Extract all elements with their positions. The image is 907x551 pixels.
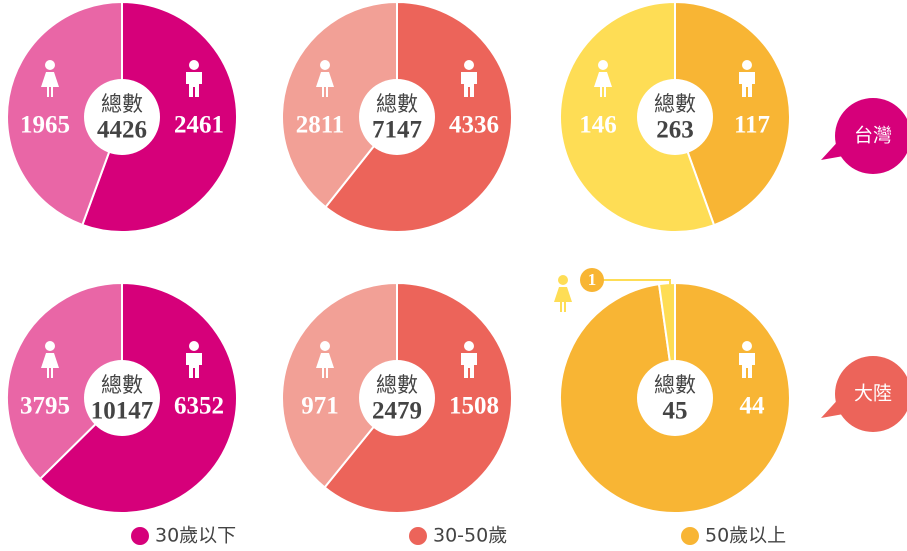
center-label: 總數 bbox=[376, 92, 418, 116]
male-icon-body bbox=[186, 72, 202, 97]
female-icon-body bbox=[316, 72, 334, 97]
center-label: 總數 bbox=[654, 373, 696, 397]
female-icon-head bbox=[558, 275, 568, 285]
male-icon-head bbox=[189, 341, 199, 351]
female-value: 3795 bbox=[20, 393, 70, 420]
female-icon-head bbox=[598, 60, 608, 70]
male-icon-head bbox=[189, 60, 199, 70]
total: 45 bbox=[663, 398, 688, 425]
center-label: 總數 bbox=[376, 373, 418, 397]
center-label: 總數 bbox=[101, 92, 143, 116]
total: 263 bbox=[656, 117, 694, 144]
center-circle bbox=[359, 360, 435, 436]
legend-label: 30-50歲 bbox=[433, 525, 507, 547]
male-value: 4336 bbox=[449, 112, 499, 139]
legend-label: 30歲以下 bbox=[155, 525, 236, 547]
total: 2479 bbox=[372, 398, 422, 425]
female-icon-head bbox=[45, 60, 55, 70]
legend-dot bbox=[681, 527, 699, 545]
legend-dot bbox=[409, 527, 427, 545]
legend-label: 50歲以上 bbox=[705, 525, 786, 547]
female-value: 146 bbox=[579, 112, 617, 139]
center-label: 總數 bbox=[654, 92, 696, 116]
male-value: 117 bbox=[734, 112, 770, 139]
female-value: 1965 bbox=[20, 112, 70, 139]
female-icon-body bbox=[41, 353, 59, 378]
total: 4426 bbox=[97, 117, 147, 144]
center-circle bbox=[637, 79, 713, 155]
pie-slice bbox=[6, 0, 123, 227]
female-icon-body bbox=[41, 72, 59, 97]
total: 7147 bbox=[372, 117, 422, 144]
female-icon-body bbox=[554, 287, 572, 312]
female-icon-body bbox=[594, 72, 612, 97]
male-icon-body bbox=[739, 72, 755, 97]
center-label: 總數 bbox=[101, 373, 143, 397]
pie-slice bbox=[281, 281, 398, 489]
male-icon-head bbox=[742, 60, 752, 70]
region-label: 大陸 bbox=[854, 383, 892, 405]
region-label: 台灣 bbox=[854, 125, 892, 147]
male-icon-body bbox=[186, 353, 202, 378]
female-icon-body bbox=[316, 353, 334, 378]
region-bubble bbox=[835, 356, 907, 432]
pie-slice bbox=[674, 0, 791, 227]
callout-badge bbox=[580, 268, 604, 292]
pie-slice bbox=[281, 0, 398, 209]
female-value: 971 bbox=[301, 393, 339, 420]
male-icon-head bbox=[464, 60, 474, 70]
male-value: 1508 bbox=[449, 393, 499, 420]
male-value: 2461 bbox=[174, 112, 224, 139]
male-icon-body bbox=[461, 353, 477, 378]
center-circle bbox=[359, 79, 435, 155]
female-value: 2811 bbox=[296, 112, 345, 139]
legend-dot bbox=[131, 527, 149, 545]
male-value: 6352 bbox=[174, 393, 224, 420]
pie-slice bbox=[6, 281, 123, 481]
male-icon-body bbox=[739, 353, 755, 378]
callout-line bbox=[592, 279, 671, 295]
male-icon-head bbox=[464, 341, 474, 351]
center-circle bbox=[84, 79, 160, 155]
female-icon-head bbox=[320, 60, 330, 70]
female-icon-head bbox=[45, 341, 55, 351]
female-icon-head bbox=[320, 341, 330, 351]
center-circle bbox=[637, 360, 713, 436]
male-icon-head bbox=[742, 341, 752, 351]
female-value: 1 bbox=[588, 270, 597, 289]
center-circle bbox=[84, 360, 160, 436]
male-icon-body bbox=[461, 72, 477, 97]
total: 10147 bbox=[91, 398, 154, 425]
male-value: 44 bbox=[740, 393, 766, 420]
region-bubble bbox=[835, 98, 907, 174]
